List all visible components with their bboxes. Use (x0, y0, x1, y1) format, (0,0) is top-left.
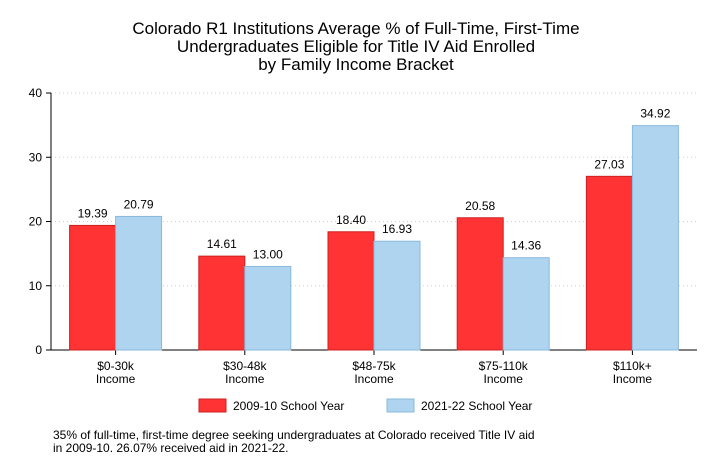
footnote-line: in 2009-10. 26.07% received aid in 2021-… (53, 441, 289, 455)
data-label: 19.39 (78, 206, 108, 220)
data-label: 27.03 (594, 157, 624, 171)
legend: 2009-10 School Year 2021-22 School Year (198, 398, 532, 413)
chart-title-line: by Family Income Bracket (258, 55, 454, 74)
category-labels: $0-30kIncome$30-48kIncome$48-75kIncome$7… (96, 359, 652, 386)
bar (585, 175, 633, 351)
legend-swatch (198, 398, 227, 413)
data-label: 34.92 (640, 107, 670, 121)
data-label: 20.58 (465, 199, 495, 213)
x-tick-label: Income (354, 372, 394, 386)
y-tick-label: 30 (29, 150, 43, 164)
legend-swatch (386, 398, 415, 413)
bar (244, 265, 292, 351)
chart-title: Colorado R1 Institutions Average % of Fu… (132, 19, 579, 74)
x-tick-label: $0-30k (97, 359, 135, 373)
y-tick-label: 40 (29, 86, 43, 100)
data-label: 16.93 (382, 222, 412, 236)
x-tick-label: Income (96, 372, 136, 386)
bar (198, 255, 246, 351)
data-label: 14.61 (207, 237, 237, 251)
x-tick-label: Income (613, 372, 653, 386)
bar (456, 217, 504, 351)
x-tick-label: Income (484, 372, 524, 386)
chart-title-line: Undergraduates Eligible for Title IV Aid… (177, 37, 535, 56)
y-tick-label: 20 (29, 215, 43, 229)
x-tick-label: $48-75k (352, 359, 396, 373)
y-tick-label: 0 (35, 343, 42, 357)
footnote: 35% of full-time, first-time degree seek… (53, 429, 613, 455)
x-tick-label: $75-110k (479, 359, 529, 373)
x-tick-label: $110k+ (613, 359, 652, 373)
bar (373, 240, 421, 351)
y-tick-label: 10 (29, 279, 43, 293)
data-label: 14.36 (511, 239, 541, 253)
bar (69, 224, 117, 351)
data-label: 18.40 (336, 213, 366, 227)
bar (327, 231, 375, 351)
bar (502, 257, 550, 351)
footnote-line: 35% of full-time, first-time degree seek… (53, 428, 535, 442)
chart-title-line: Colorado R1 Institutions Average % of Fu… (132, 19, 579, 38)
bar (631, 125, 679, 351)
bar (115, 215, 163, 351)
x-tick-label: $30-48k (223, 359, 267, 373)
bars (69, 125, 679, 351)
data-label: 13.00 (253, 247, 283, 261)
legend-label: 2021-22 School Year (421, 399, 532, 413)
x-tick-label: Income (225, 372, 265, 386)
legend-label: 2009-10 School Year (233, 399, 344, 413)
data-label: 20.79 (124, 197, 154, 211)
data-labels: 19.39 20.79 14.61 13.00 18.40 16.93 20.58 14.36… (78, 107, 671, 262)
